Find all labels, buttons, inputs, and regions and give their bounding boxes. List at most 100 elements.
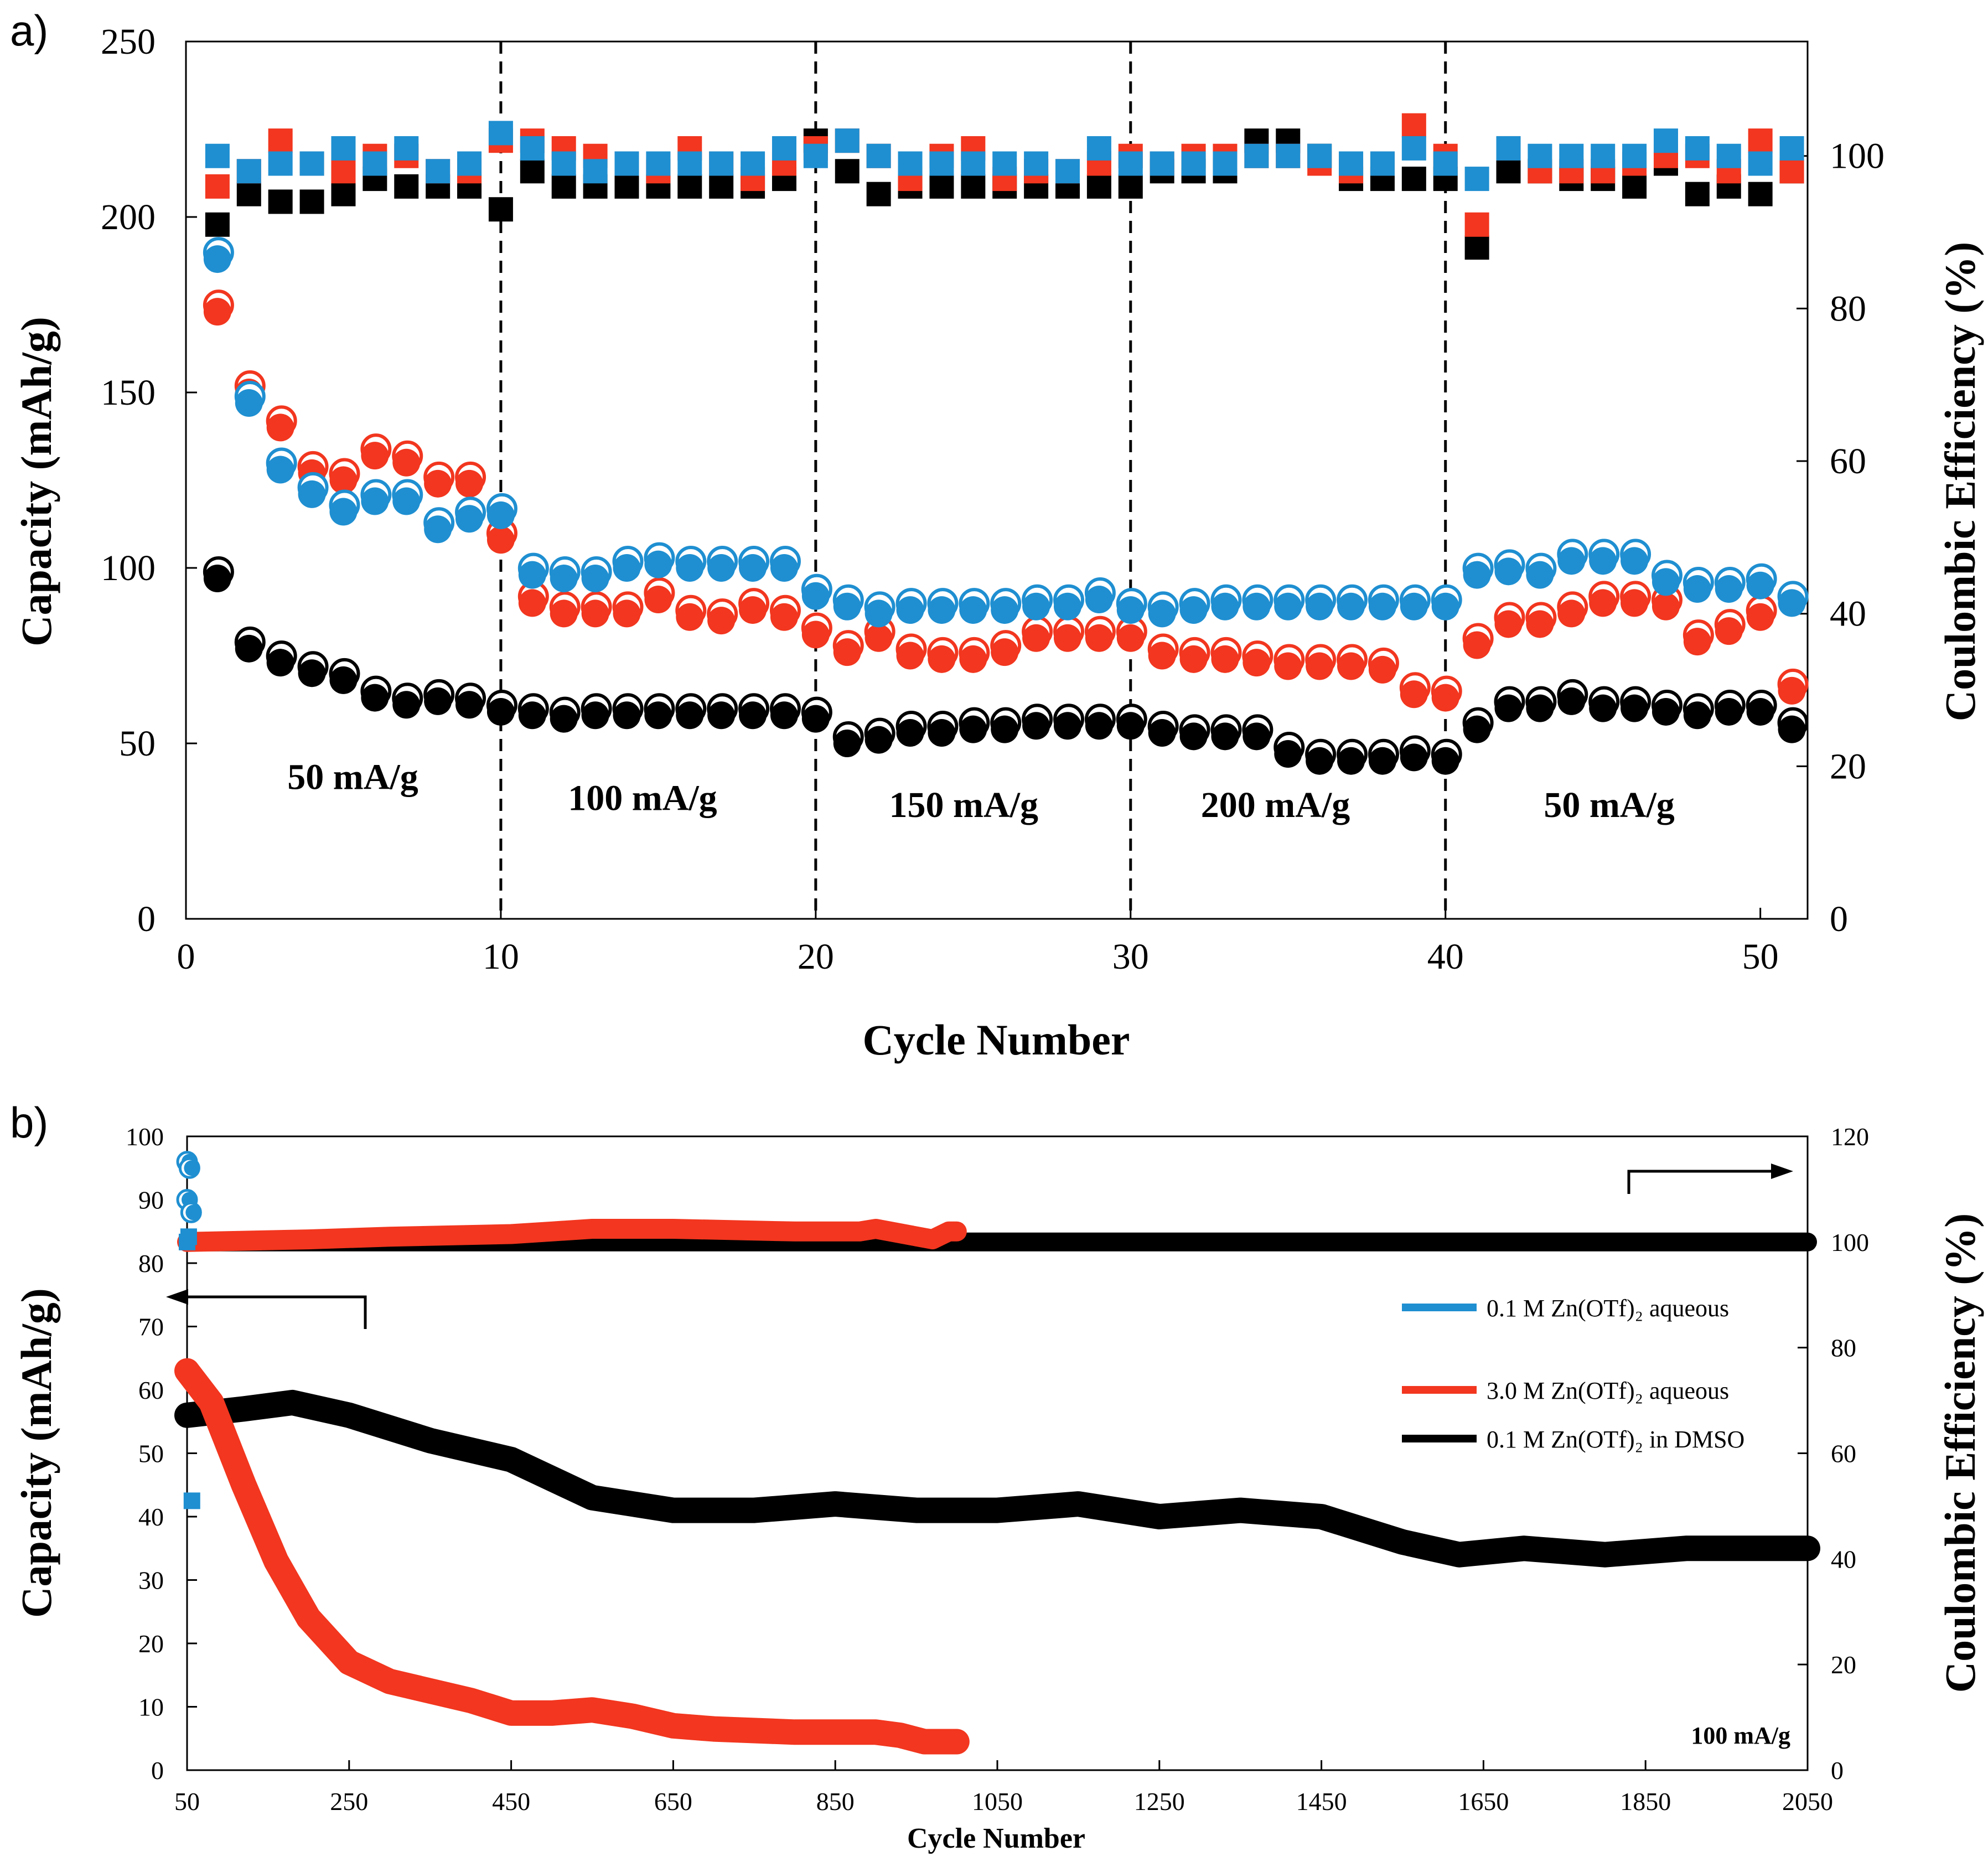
rate-label: 50 mA/g [1544, 785, 1674, 825]
black-capacity-point [1054, 712, 1082, 740]
blue-ce-point [709, 151, 734, 176]
black-capacity-point [991, 715, 1019, 743]
black-capacity-point [550, 705, 578, 733]
red-capacity-point [486, 526, 515, 554]
red-capacity-point [518, 589, 546, 617]
blue-ce-point [1370, 151, 1395, 176]
blue-ce-point [1779, 136, 1804, 161]
black-capacity-point [1116, 712, 1145, 740]
black-ce-point [299, 189, 324, 214]
black-ce-point [614, 174, 639, 199]
x-tick-label: 250 [330, 1787, 368, 1816]
right-axis-arrow-icon [1627, 1170, 1782, 1194]
blue-capacity-point [1431, 592, 1459, 620]
blue-ce-point [866, 143, 891, 168]
blue-ce-point [426, 159, 451, 184]
blue-capacity-point [1589, 547, 1617, 575]
blue-ce-point [1244, 143, 1269, 168]
black-capacity-point [1368, 747, 1396, 775]
blue-ce-point [1433, 151, 1458, 176]
red-capacity-point [801, 620, 830, 649]
black-ce-point [835, 159, 860, 184]
blue-capacity-point [1179, 596, 1208, 624]
blue-capacity-point [1116, 596, 1145, 624]
legend-label-red: 3.0 M Zn(OTf)₂ aqueous [1487, 1377, 1729, 1404]
blue-ce-point [1622, 143, 1647, 168]
y-tick-label: 90 [138, 1186, 164, 1214]
black-capacity-point [1715, 697, 1743, 726]
black-ce-point [1118, 174, 1143, 199]
red-capacity-point [1179, 645, 1208, 673]
blue-capacity-point [1463, 561, 1491, 589]
red-capacity-point [739, 596, 767, 624]
black-ce-point [677, 174, 702, 199]
blue-capacity-point [1211, 592, 1239, 620]
y2-tick-label: 40 [1830, 594, 1866, 634]
red-ce-point [1748, 128, 1773, 153]
panel-b-rate-label: 100 mA/g [1691, 1722, 1790, 1749]
panel-a-y2-axis-label: Coulombic Efficiency (%) [1936, 242, 1984, 722]
blue-capacity-point [1274, 592, 1302, 620]
black-capacity-point [928, 718, 956, 747]
black-ce-point [961, 174, 986, 199]
blue-capacity-point [1306, 592, 1334, 620]
black-capacity-point [1242, 722, 1271, 751]
y2-tick-label: 0 [1830, 899, 1848, 939]
red-capacity-point [1494, 610, 1523, 638]
black-ce-point [1086, 174, 1111, 199]
y-tick-label: 200 [101, 197, 156, 237]
blue-capacity-point [1022, 592, 1050, 620]
blue-ce-point [1528, 143, 1552, 168]
y2-tick-label: 60 [1831, 1440, 1856, 1468]
red-capacity-point [581, 599, 609, 628]
y-tick-label: 80 [138, 1249, 164, 1278]
black-ce-point [929, 174, 954, 199]
black-ce-point [394, 174, 419, 199]
blue-ce-point [1591, 143, 1616, 168]
black-ce-point [1622, 174, 1647, 199]
red-capacity-point [1116, 624, 1145, 652]
blue-ce-point [205, 143, 230, 168]
blue-capacity-point [1746, 571, 1774, 599]
blue-capacity-point [581, 565, 609, 593]
red-capacity-point [1683, 628, 1711, 656]
y-tick-label: 0 [151, 1756, 164, 1785]
red-capacity-point [1463, 631, 1491, 659]
black-capacity-point [959, 715, 987, 743]
red-ce-point [268, 128, 293, 153]
black-capacity-point [1746, 697, 1774, 726]
blue-ce-point [961, 151, 986, 176]
red-capacity-point [1211, 645, 1239, 673]
red-capacity-point [1621, 589, 1649, 617]
black-capacity-point [1337, 747, 1365, 775]
black-capacity-point [644, 701, 672, 730]
black-capacity-point [455, 691, 484, 719]
red-capacity-point [1022, 624, 1050, 652]
blue-capacity-point [1526, 561, 1554, 589]
black-capacity-point [613, 701, 641, 730]
blue-ce-point [1653, 128, 1678, 153]
rate-label: 50 mA/g [287, 757, 418, 797]
y2-tick-label: 80 [1830, 288, 1866, 329]
red-capacity-point [1337, 652, 1365, 680]
blue-capacity-point [1085, 586, 1113, 614]
black-ce-point [1748, 182, 1773, 206]
red-ce-point [1401, 113, 1426, 138]
black-capacity-point [801, 705, 830, 733]
black-ce-point [551, 174, 576, 199]
x-tick-label: 0 [177, 937, 195, 977]
blue-ce-point [488, 121, 513, 146]
black-capacity-point [361, 684, 389, 712]
legend-label-black: 0.1 M Zn(OTf)₂ in DMSO [1487, 1426, 1744, 1453]
red-capacity-point [424, 469, 452, 498]
blue-ce-point [772, 136, 796, 161]
blue-capacity-point [1621, 547, 1649, 575]
panel-b: b) 50 250 450 650 850 1050 1250 1450 1650 1850 205… [10, 1098, 1984, 1854]
blue-ce-point [394, 136, 419, 161]
red-capacity-point [203, 298, 231, 326]
blue-capacity-point [1337, 592, 1365, 620]
blue-capacity-point [644, 550, 672, 578]
blue-ce-point [331, 136, 356, 161]
blue-ce-point [1307, 143, 1332, 168]
blue-ce-point [1559, 143, 1584, 168]
